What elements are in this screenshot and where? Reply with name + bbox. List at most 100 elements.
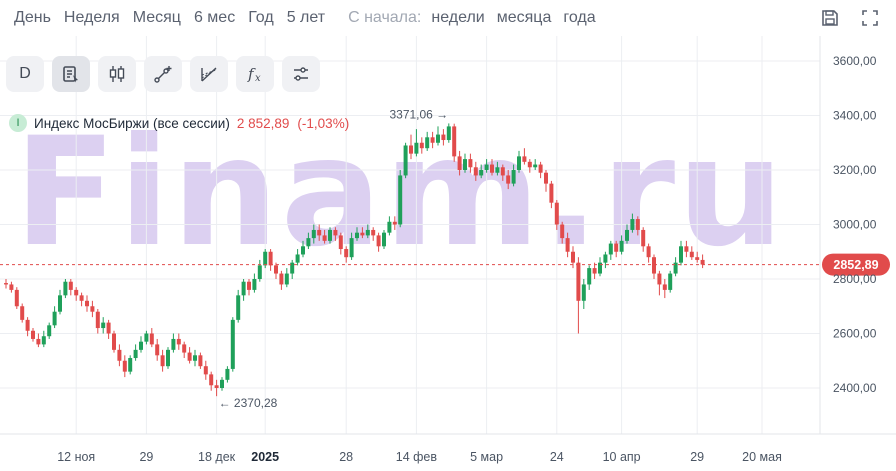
- fullscreen-icon[interactable]: [858, 6, 882, 30]
- interval-button[interactable]: D: [6, 56, 44, 92]
- since-month[interactable]: месяца: [496, 9, 552, 26]
- candle: [198, 352, 203, 369]
- candle: [317, 224, 322, 241]
- candle: [322, 229, 327, 244]
- y-tick-label: 2800,00: [833, 272, 877, 286]
- candle: [333, 227, 338, 241]
- candle: [9, 281, 14, 293]
- y-tick-label: 3200,00: [833, 163, 877, 177]
- candle: [581, 279, 586, 309]
- candle: [463, 153, 467, 173]
- candle: [446, 123, 451, 143]
- y-tick-label: 2600,00: [833, 327, 877, 341]
- candle: [641, 227, 646, 252]
- candle: [176, 333, 181, 350]
- candle: [457, 150, 462, 176]
- candle: [608, 240, 613, 260]
- candle: [209, 371, 214, 391]
- candle: [587, 265, 592, 290]
- candle: [225, 366, 230, 383]
- candle: [25, 317, 30, 337]
- candle: [214, 379, 219, 397]
- period-5-years[interactable]: 5 лет: [286, 9, 326, 26]
- fibonacci-icon: [201, 67, 217, 82]
- candle: [101, 317, 106, 334]
- chart-type-button[interactable]: [52, 56, 90, 92]
- x-tick-label: 14 фев: [396, 450, 438, 464]
- candle: [662, 279, 667, 299]
- x-tick-label: 18 дек: [198, 450, 236, 464]
- candle: [139, 336, 143, 353]
- candle: [79, 292, 84, 307]
- candle: [263, 249, 268, 269]
- draw-line-button[interactable]: [144, 56, 182, 92]
- since-week[interactable]: недели: [431, 9, 485, 26]
- candle: [338, 232, 343, 255]
- max-annotation: 3371,06 →: [389, 107, 448, 121]
- since-year[interactable]: года: [563, 9, 596, 26]
- candles-button[interactable]: [98, 56, 136, 92]
- candle: [166, 347, 170, 369]
- candle: [274, 262, 278, 279]
- candle: [360, 227, 365, 239]
- candle: [673, 257, 678, 277]
- candle: [414, 129, 419, 157]
- y-tick-label: 2400,00: [833, 381, 877, 395]
- candle: [700, 254, 705, 269]
- candle: [430, 131, 435, 149]
- candle: [403, 142, 408, 179]
- chart-annotations: 3371,06 → ← 2370,28: [219, 107, 449, 410]
- candle: [603, 251, 608, 269]
- candle: [506, 170, 511, 190]
- period-month[interactable]: Месяц: [132, 9, 181, 26]
- candle: [619, 235, 624, 255]
- candle: [284, 268, 289, 288]
- period-6-months[interactable]: 6 мес: [193, 9, 236, 26]
- candle: [695, 251, 700, 263]
- candle: [306, 232, 311, 250]
- chart-grid: [0, 36, 820, 434]
- candle: [106, 319, 111, 339]
- y-tick-label: 3400,00: [833, 109, 877, 123]
- candle: [484, 159, 489, 173]
- candle: [52, 306, 57, 329]
- candle: [182, 341, 187, 359]
- chart-candles: [4, 123, 705, 397]
- svg-text:2852,89: 2852,89: [833, 258, 878, 272]
- period-week[interactable]: Неделя: [63, 9, 120, 26]
- min-annotation: ← 2370,28: [219, 396, 278, 410]
- candle: [592, 262, 597, 279]
- candle: [4, 279, 8, 289]
- candle: [565, 232, 570, 258]
- candle: [193, 349, 197, 367]
- top-icons: [818, 6, 882, 30]
- fibonacci-button[interactable]: [190, 56, 228, 92]
- candle: [689, 246, 694, 260]
- candle: [479, 164, 484, 179]
- candle: [230, 317, 235, 372]
- candle: [122, 355, 127, 378]
- candle: [679, 240, 683, 266]
- candle: [149, 328, 154, 348]
- candle: [452, 123, 457, 162]
- settings-button[interactable]: [282, 56, 320, 92]
- candle: [652, 254, 656, 279]
- candle: [554, 199, 559, 230]
- candle: [160, 349, 165, 372]
- period-year[interactable]: Год: [248, 9, 274, 26]
- candle: [290, 259, 295, 279]
- period-day[interactable]: День: [14, 9, 51, 26]
- candle: [614, 240, 619, 258]
- svg-text:f: f: [247, 65, 256, 83]
- candle: [382, 229, 386, 250]
- candle: [517, 150, 521, 173]
- candle: [85, 295, 89, 312]
- candle: [117, 344, 122, 367]
- candle: [74, 287, 79, 301]
- candle: [468, 153, 473, 173]
- save-icon[interactable]: [818, 6, 842, 30]
- y-axis: 2400,00 2600,00 2800,00 3000,00 3200,00 3400,…: [819, 36, 877, 434]
